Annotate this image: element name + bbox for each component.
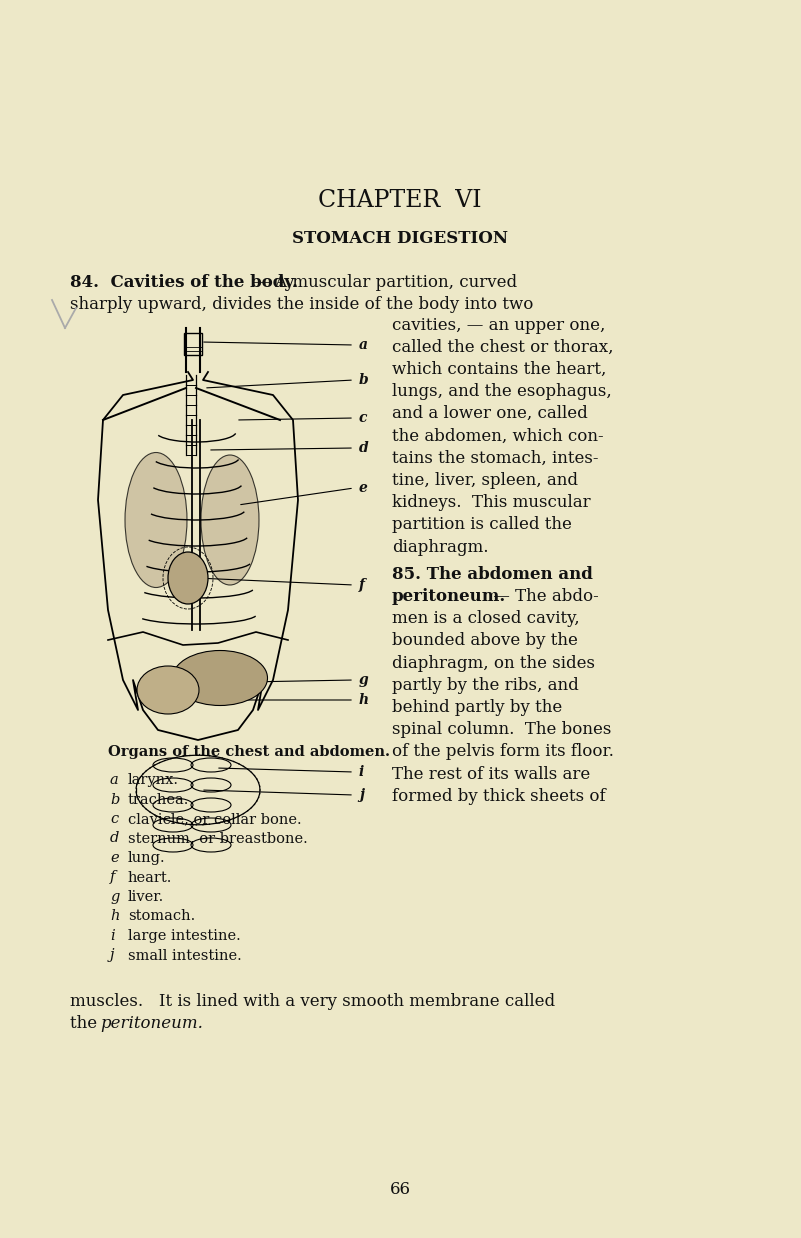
Text: e: e: [359, 482, 368, 495]
Text: cavities, — an upper one,: cavities, — an upper one,: [392, 317, 606, 333]
Text: large intestine.: large intestine.: [128, 928, 241, 943]
Text: a: a: [110, 773, 119, 787]
Text: i: i: [110, 928, 115, 943]
Text: lung.: lung.: [128, 851, 166, 865]
Text: The rest of its walls are: The rest of its walls are: [392, 765, 590, 782]
Text: c: c: [110, 812, 119, 826]
Text: peritoneum.: peritoneum.: [392, 588, 506, 605]
Text: a: a: [359, 338, 368, 352]
Text: and a lower one, called: and a lower one, called: [392, 405, 588, 422]
Text: peritoneum.: peritoneum.: [100, 1015, 203, 1032]
Text: bounded above by the: bounded above by the: [392, 633, 578, 649]
Text: heart.: heart.: [128, 870, 172, 884]
Text: partly by the ribs, and: partly by the ribs, and: [392, 677, 579, 693]
Text: kidneys.  This muscular: kidneys. This muscular: [392, 494, 590, 511]
Ellipse shape: [125, 453, 187, 588]
Text: behind partly by the: behind partly by the: [392, 699, 562, 716]
Text: 66: 66: [389, 1181, 410, 1198]
Text: 84.  Cavities of the body.: 84. Cavities of the body.: [70, 274, 298, 291]
Text: larynx.: larynx.: [128, 773, 179, 787]
Text: spinal column.  The bones: spinal column. The bones: [392, 721, 611, 738]
Text: e: e: [110, 851, 119, 865]
Text: j: j: [359, 789, 364, 802]
Text: lungs, and the esophagus,: lungs, and the esophagus,: [392, 383, 612, 400]
Text: diaphragm, on the sides: diaphragm, on the sides: [392, 655, 595, 671]
Text: g: g: [359, 673, 368, 687]
Text: stomach.: stomach.: [128, 910, 195, 924]
Text: d: d: [110, 832, 119, 846]
Text: d: d: [359, 441, 368, 456]
Text: j: j: [110, 948, 115, 962]
Ellipse shape: [172, 650, 268, 706]
Text: liver.: liver.: [128, 890, 164, 904]
Text: trachea.: trachea.: [128, 792, 189, 806]
Text: f: f: [359, 578, 365, 592]
Text: muscles.   It is lined with a very smooth membrane called: muscles. It is lined with a very smooth …: [70, 994, 555, 1010]
Text: diaphragm.: diaphragm.: [392, 539, 489, 556]
Text: tains the stomach, intes-: tains the stomach, intes-: [392, 449, 598, 467]
Text: 85. The abdomen and: 85. The abdomen and: [392, 566, 593, 583]
Text: which contains the heart,: which contains the heart,: [392, 361, 606, 378]
Text: the: the: [70, 1015, 103, 1032]
Text: sharply upward, divides the inside of the body into two: sharply upward, divides the inside of th…: [70, 296, 533, 312]
Text: b: b: [359, 373, 368, 387]
Ellipse shape: [168, 552, 208, 604]
Text: tine, liver, spleen, and: tine, liver, spleen, and: [392, 472, 578, 489]
Text: clavicle, or collar bone.: clavicle, or collar bone.: [128, 812, 302, 826]
Text: Organs of the chest and abdomen.: Organs of the chest and abdomen.: [108, 745, 390, 759]
Text: the abdomen, which con-: the abdomen, which con-: [392, 427, 604, 444]
Text: men is a closed cavity,: men is a closed cavity,: [392, 610, 580, 628]
Text: i: i: [359, 765, 364, 779]
Text: CHAPTER  VI: CHAPTER VI: [318, 188, 481, 212]
Text: formed by thick sheets of: formed by thick sheets of: [392, 787, 606, 805]
Text: — A muscular partition, curved: — A muscular partition, curved: [248, 274, 517, 291]
Text: small intestine.: small intestine.: [128, 948, 242, 962]
Text: sternum, or breastbone.: sternum, or breastbone.: [128, 832, 308, 846]
Text: b: b: [110, 792, 119, 806]
Text: partition is called the: partition is called the: [392, 516, 572, 534]
Text: f: f: [110, 870, 115, 884]
Text: g: g: [110, 890, 119, 904]
Text: c: c: [359, 411, 368, 425]
Ellipse shape: [137, 666, 199, 714]
Text: — The abdo-: — The abdo-: [488, 588, 599, 605]
Text: called the chest or thorax,: called the chest or thorax,: [392, 339, 614, 355]
Text: STOMACH DIGESTION: STOMACH DIGESTION: [292, 229, 508, 246]
Text: h: h: [359, 693, 369, 707]
Text: of the pelvis form its floor.: of the pelvis form its floor.: [392, 743, 614, 760]
Ellipse shape: [201, 456, 259, 586]
Text: h: h: [110, 910, 119, 924]
